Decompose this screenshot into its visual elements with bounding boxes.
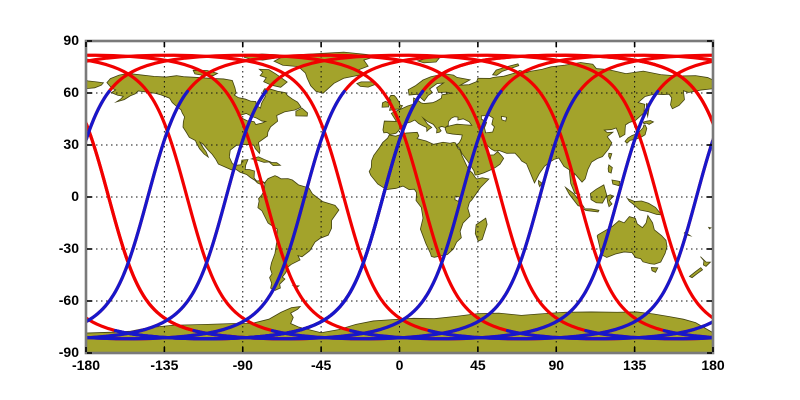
x-tick-label-135: 135 xyxy=(622,357,647,373)
x-tick-label--45: -45 xyxy=(311,357,332,373)
y-tick-label-90: 90 xyxy=(63,32,79,48)
x-tick-label--135: -135 xyxy=(150,357,179,373)
x-tick-label--180: -180 xyxy=(71,357,101,373)
y-tick-label--60: -60 xyxy=(58,292,79,308)
x-tick-label-45: 45 xyxy=(470,357,486,373)
x-tick-label-0: 0 xyxy=(395,357,404,373)
y-tick-label-60: 60 xyxy=(63,84,79,100)
y-tick-label-30: 30 xyxy=(63,136,79,152)
x-tick-label-90: 90 xyxy=(548,357,565,373)
y-tick-label-0: 0 xyxy=(71,188,79,204)
x-tick-label--90: -90 xyxy=(232,357,253,373)
y-tick-label--90: -90 xyxy=(58,344,79,360)
x-tick-label-180: 180 xyxy=(701,357,725,373)
y-tick-label--30: -30 xyxy=(58,240,79,256)
